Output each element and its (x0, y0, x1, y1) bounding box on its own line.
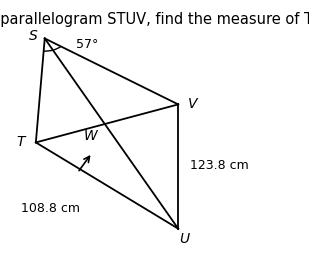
Text: 57°: 57° (76, 38, 98, 51)
Text: T: T (17, 135, 25, 150)
Text: In parallelogram STUV, find the measure of TS.: In parallelogram STUV, find the measure … (0, 12, 309, 27)
Text: U: U (179, 232, 189, 246)
Text: V: V (188, 97, 198, 111)
Text: 123.8 cm: 123.8 cm (190, 159, 249, 172)
Text: S: S (28, 29, 37, 43)
Text: 108.8 cm: 108.8 cm (21, 202, 80, 215)
Text: W: W (84, 129, 98, 143)
